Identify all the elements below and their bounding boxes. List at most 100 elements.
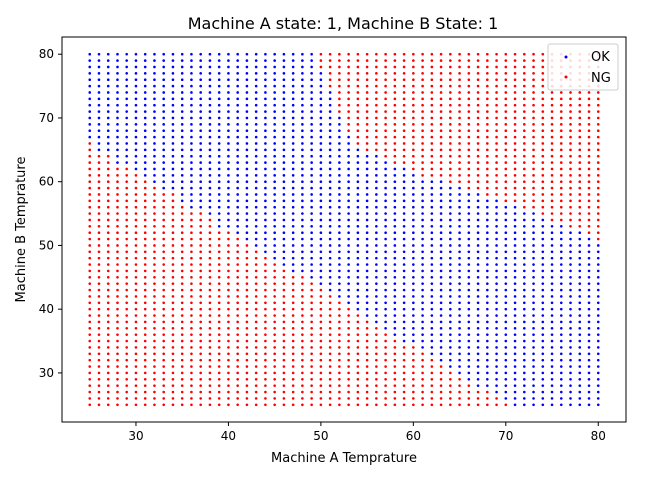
ok-point xyxy=(264,72,267,75)
ok-point xyxy=(134,59,138,62)
ok-point xyxy=(116,78,119,82)
ok-point xyxy=(254,72,258,75)
ok-point xyxy=(513,327,517,330)
ok-point xyxy=(569,237,572,241)
ng-point xyxy=(449,52,452,56)
ng-point xyxy=(356,103,360,107)
ok-point xyxy=(162,123,165,126)
ng-point xyxy=(365,78,369,82)
ok-point xyxy=(106,135,110,139)
ng-point xyxy=(439,167,443,171)
ok-point xyxy=(153,91,156,94)
ng-point xyxy=(291,320,295,324)
ng-point xyxy=(375,129,378,132)
ok-point xyxy=(282,256,286,260)
ng-point xyxy=(513,135,517,139)
ok-point xyxy=(587,263,591,266)
ng-point xyxy=(264,327,267,330)
ng-point xyxy=(134,397,138,400)
ng-point xyxy=(88,205,92,209)
ok-point xyxy=(254,186,258,190)
ng-point xyxy=(578,116,582,120)
ok-point xyxy=(291,199,295,203)
ok-point xyxy=(587,390,591,394)
ng-point xyxy=(217,314,221,317)
ok-point xyxy=(513,339,517,343)
ok-point xyxy=(153,154,156,158)
ng-point xyxy=(393,129,397,132)
ng-point xyxy=(365,397,369,400)
ng-point xyxy=(532,110,535,113)
ok-point xyxy=(236,193,239,196)
ng-point xyxy=(282,339,286,343)
ng-point xyxy=(180,276,184,279)
ng-point xyxy=(88,218,92,222)
ng-point xyxy=(532,161,535,164)
ng-point xyxy=(467,148,471,152)
ok-point xyxy=(310,59,313,62)
ok-point xyxy=(393,276,397,279)
ng-point xyxy=(596,97,600,101)
ok-point xyxy=(88,97,92,101)
ok-point xyxy=(347,263,350,266)
ok-point xyxy=(227,193,230,196)
ng-point xyxy=(88,167,92,171)
ng-point xyxy=(291,358,295,362)
ok-point xyxy=(532,371,535,375)
ng-point xyxy=(365,52,369,56)
ng-point xyxy=(143,371,147,375)
ng-point xyxy=(143,346,147,349)
ng-point xyxy=(569,161,572,164)
ok-point xyxy=(458,307,461,311)
ng-point xyxy=(97,276,101,279)
ng-point xyxy=(393,161,397,164)
ok-point xyxy=(421,199,424,203)
ok-point xyxy=(208,186,212,190)
ok-point xyxy=(523,365,526,368)
ng-point xyxy=(328,320,332,324)
ok-point xyxy=(319,84,323,88)
ok-point xyxy=(171,110,175,113)
ng-point xyxy=(227,333,230,336)
ng-point xyxy=(532,186,535,190)
ok-point xyxy=(356,212,360,215)
ng-point xyxy=(134,231,138,234)
ng-point xyxy=(106,193,110,196)
ok-point xyxy=(495,346,498,349)
ng-point xyxy=(217,307,221,311)
ng-point xyxy=(541,212,545,215)
ng-point xyxy=(504,403,508,407)
ok-point xyxy=(541,365,545,368)
ng-point xyxy=(125,186,129,190)
ng-point xyxy=(458,403,461,407)
ng-point xyxy=(338,307,341,311)
ok-point xyxy=(541,288,545,292)
ng-point xyxy=(319,371,323,375)
ng-point xyxy=(310,301,313,305)
x-tick-label: 60 xyxy=(406,429,421,443)
ng-point xyxy=(273,371,276,375)
ng-point xyxy=(180,301,184,305)
ok-point xyxy=(587,397,591,400)
ok-point xyxy=(227,148,230,152)
ok-point xyxy=(467,346,471,349)
ng-point xyxy=(375,397,378,400)
ok-point xyxy=(550,384,554,387)
ok-point xyxy=(384,237,387,241)
ng-point xyxy=(550,154,554,158)
ok-point xyxy=(291,78,295,82)
ok-point xyxy=(365,237,369,241)
ng-point xyxy=(541,174,545,177)
ok-point xyxy=(97,91,101,94)
ok-point xyxy=(495,288,498,292)
ng-point xyxy=(125,193,129,196)
ok-point xyxy=(569,276,572,279)
ng-point xyxy=(421,91,424,94)
ok-point xyxy=(254,225,258,228)
ok-point xyxy=(439,244,443,247)
ng-point xyxy=(190,333,193,336)
ok-point xyxy=(328,91,332,94)
ok-point xyxy=(569,269,572,273)
ok-point xyxy=(476,276,480,279)
ng-point xyxy=(402,358,406,362)
